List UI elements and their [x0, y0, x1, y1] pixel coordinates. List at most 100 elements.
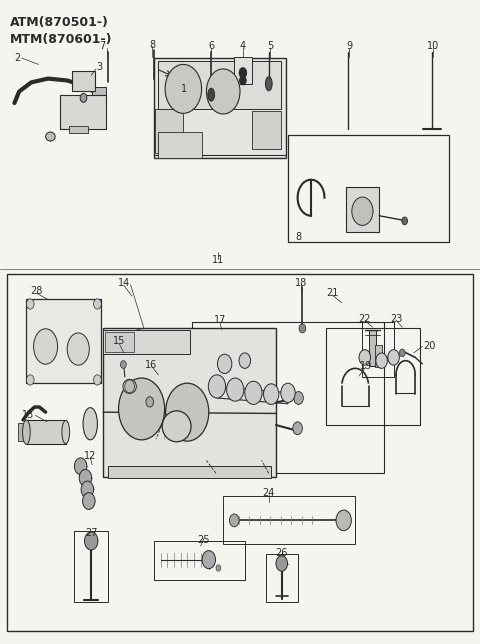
- Text: 4: 4: [240, 41, 246, 52]
- Circle shape: [229, 514, 239, 527]
- Ellipse shape: [34, 328, 58, 364]
- Bar: [7, 274, 473, 631]
- Bar: [158, 132, 202, 158]
- Circle shape: [94, 375, 101, 385]
- Text: 2: 2: [14, 53, 21, 63]
- Text: 6: 6: [208, 41, 214, 52]
- Circle shape: [216, 565, 221, 571]
- Ellipse shape: [83, 408, 97, 440]
- Circle shape: [239, 68, 247, 78]
- Text: 10: 10: [427, 41, 439, 52]
- Text: 28: 28: [30, 286, 42, 296]
- Ellipse shape: [23, 420, 30, 444]
- Circle shape: [352, 197, 373, 225]
- Bar: [155, 109, 183, 153]
- Bar: [60, 95, 106, 129]
- Circle shape: [208, 375, 226, 398]
- Bar: [26, 299, 101, 383]
- Circle shape: [359, 350, 371, 365]
- Circle shape: [26, 299, 34, 309]
- Text: 21: 21: [326, 288, 338, 298]
- Bar: [326, 328, 420, 425]
- Bar: [92, 87, 106, 99]
- Circle shape: [227, 378, 244, 401]
- Text: 18: 18: [295, 278, 308, 289]
- Text: 24: 24: [263, 488, 275, 498]
- Text: MTM(870601-): MTM(870601-): [10, 33, 112, 46]
- Bar: [108, 466, 271, 478]
- Ellipse shape: [208, 88, 215, 101]
- Bar: [369, 330, 376, 366]
- Text: 16: 16: [145, 359, 157, 370]
- Bar: [375, 345, 382, 367]
- Circle shape: [245, 381, 262, 404]
- Text: 23: 23: [390, 314, 402, 324]
- Circle shape: [239, 353, 251, 368]
- Circle shape: [79, 469, 92, 486]
- Circle shape: [240, 76, 246, 85]
- Ellipse shape: [123, 379, 136, 393]
- Ellipse shape: [265, 77, 272, 91]
- Bar: [223, 496, 355, 544]
- Circle shape: [281, 383, 295, 402]
- Bar: [105, 332, 134, 352]
- Circle shape: [293, 422, 302, 435]
- Bar: [26, 420, 66, 444]
- Bar: [74, 531, 108, 602]
- Circle shape: [125, 380, 134, 393]
- Bar: [154, 58, 286, 158]
- Text: 17: 17: [214, 315, 226, 325]
- Bar: [103, 328, 276, 477]
- Circle shape: [202, 551, 216, 569]
- Bar: [266, 554, 298, 602]
- Circle shape: [146, 397, 154, 407]
- Circle shape: [83, 493, 95, 509]
- Bar: [18, 423, 28, 441]
- Circle shape: [165, 64, 202, 113]
- Text: 14: 14: [118, 278, 130, 289]
- Circle shape: [120, 361, 126, 368]
- Text: 11: 11: [212, 255, 225, 265]
- Circle shape: [376, 353, 387, 368]
- Text: 22: 22: [359, 314, 371, 324]
- Text: 20: 20: [423, 341, 436, 352]
- Circle shape: [402, 217, 408, 225]
- Circle shape: [26, 375, 34, 385]
- Circle shape: [94, 299, 101, 309]
- Ellipse shape: [67, 333, 89, 365]
- Circle shape: [217, 354, 232, 374]
- Text: 3: 3: [96, 62, 102, 72]
- Circle shape: [294, 392, 303, 404]
- Circle shape: [80, 93, 87, 102]
- Circle shape: [336, 510, 351, 531]
- Text: 8: 8: [296, 232, 301, 242]
- Bar: [118, 345, 199, 422]
- Text: 9: 9: [347, 41, 352, 52]
- Circle shape: [74, 458, 87, 475]
- Text: 1: 1: [181, 84, 187, 94]
- Ellipse shape: [46, 132, 55, 141]
- Text: 26: 26: [276, 547, 288, 558]
- Circle shape: [166, 383, 209, 441]
- Bar: [362, 322, 394, 377]
- Bar: [252, 111, 281, 149]
- Circle shape: [399, 349, 405, 357]
- Text: 25: 25: [198, 535, 210, 545]
- Circle shape: [84, 532, 98, 550]
- Circle shape: [299, 324, 306, 333]
- Circle shape: [388, 350, 399, 365]
- Text: 27: 27: [85, 528, 97, 538]
- Circle shape: [119, 378, 165, 440]
- Text: ATM(870501-): ATM(870501-): [10, 16, 108, 29]
- Text: 7: 7: [99, 41, 106, 52]
- Bar: [288, 135, 449, 242]
- Text: 19: 19: [360, 361, 372, 371]
- Ellipse shape: [162, 411, 191, 442]
- Circle shape: [276, 556, 288, 571]
- Bar: [69, 126, 88, 133]
- Bar: [346, 187, 379, 232]
- Bar: [234, 57, 252, 84]
- Bar: [103, 330, 190, 354]
- Text: 13: 13: [22, 410, 35, 421]
- Bar: [192, 322, 384, 473]
